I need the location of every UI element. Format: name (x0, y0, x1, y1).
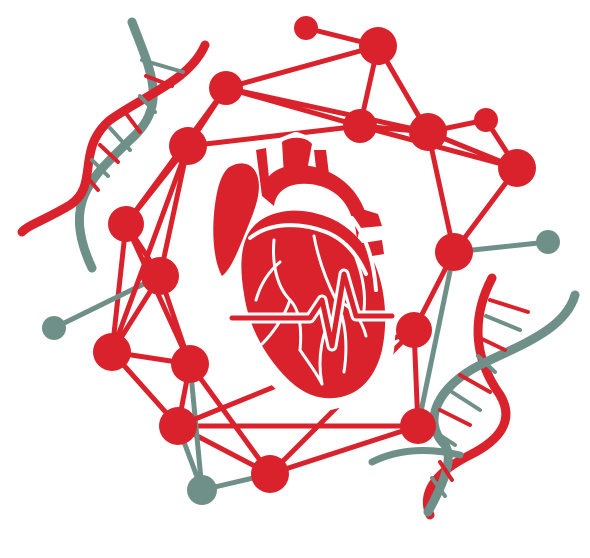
ecg-pulse-icon (229, 271, 395, 349)
dna-strand-red (17, 40, 210, 237)
dna-rungs (86, 58, 185, 192)
network-edge (51, 273, 163, 331)
anatomical-heart-icon (204, 132, 400, 410)
network-edge (425, 129, 457, 255)
network-node (409, 113, 447, 151)
heart-left-atrium (213, 163, 259, 276)
network-node (171, 345, 209, 383)
dna-helix-icon (368, 273, 580, 520)
network-edge (267, 423, 421, 477)
dna-rungs (430, 298, 530, 498)
heart-aortic-arch (262, 165, 366, 218)
dna-strand-red (422, 273, 511, 520)
network-node (498, 149, 536, 187)
network-node (187, 475, 217, 505)
network-node (536, 230, 560, 254)
network-edge (223, 43, 381, 91)
network-edge (157, 143, 191, 279)
network-node (294, 16, 318, 40)
dna-helix-icon (17, 17, 210, 273)
network-edge (415, 249, 457, 429)
network-node (474, 108, 498, 132)
network-edge (223, 85, 431, 135)
network-edge (185, 123, 363, 149)
network-edge (109, 143, 191, 355)
network-node (108, 206, 144, 242)
network-node (359, 27, 397, 65)
node-network-icon (42, 16, 560, 505)
network-node (400, 408, 436, 444)
network-node (169, 127, 207, 165)
network-node (42, 316, 66, 340)
dna-strand-gray-tail (368, 446, 464, 466)
network-node (396, 312, 432, 348)
network-node (141, 257, 179, 295)
network-node (209, 71, 243, 105)
network-node (251, 455, 289, 493)
network-node (93, 333, 131, 371)
network-edge (109, 221, 129, 355)
network-edge (187, 361, 273, 477)
network-node (159, 407, 197, 445)
network-node (435, 233, 473, 271)
network-node (343, 109, 377, 143)
